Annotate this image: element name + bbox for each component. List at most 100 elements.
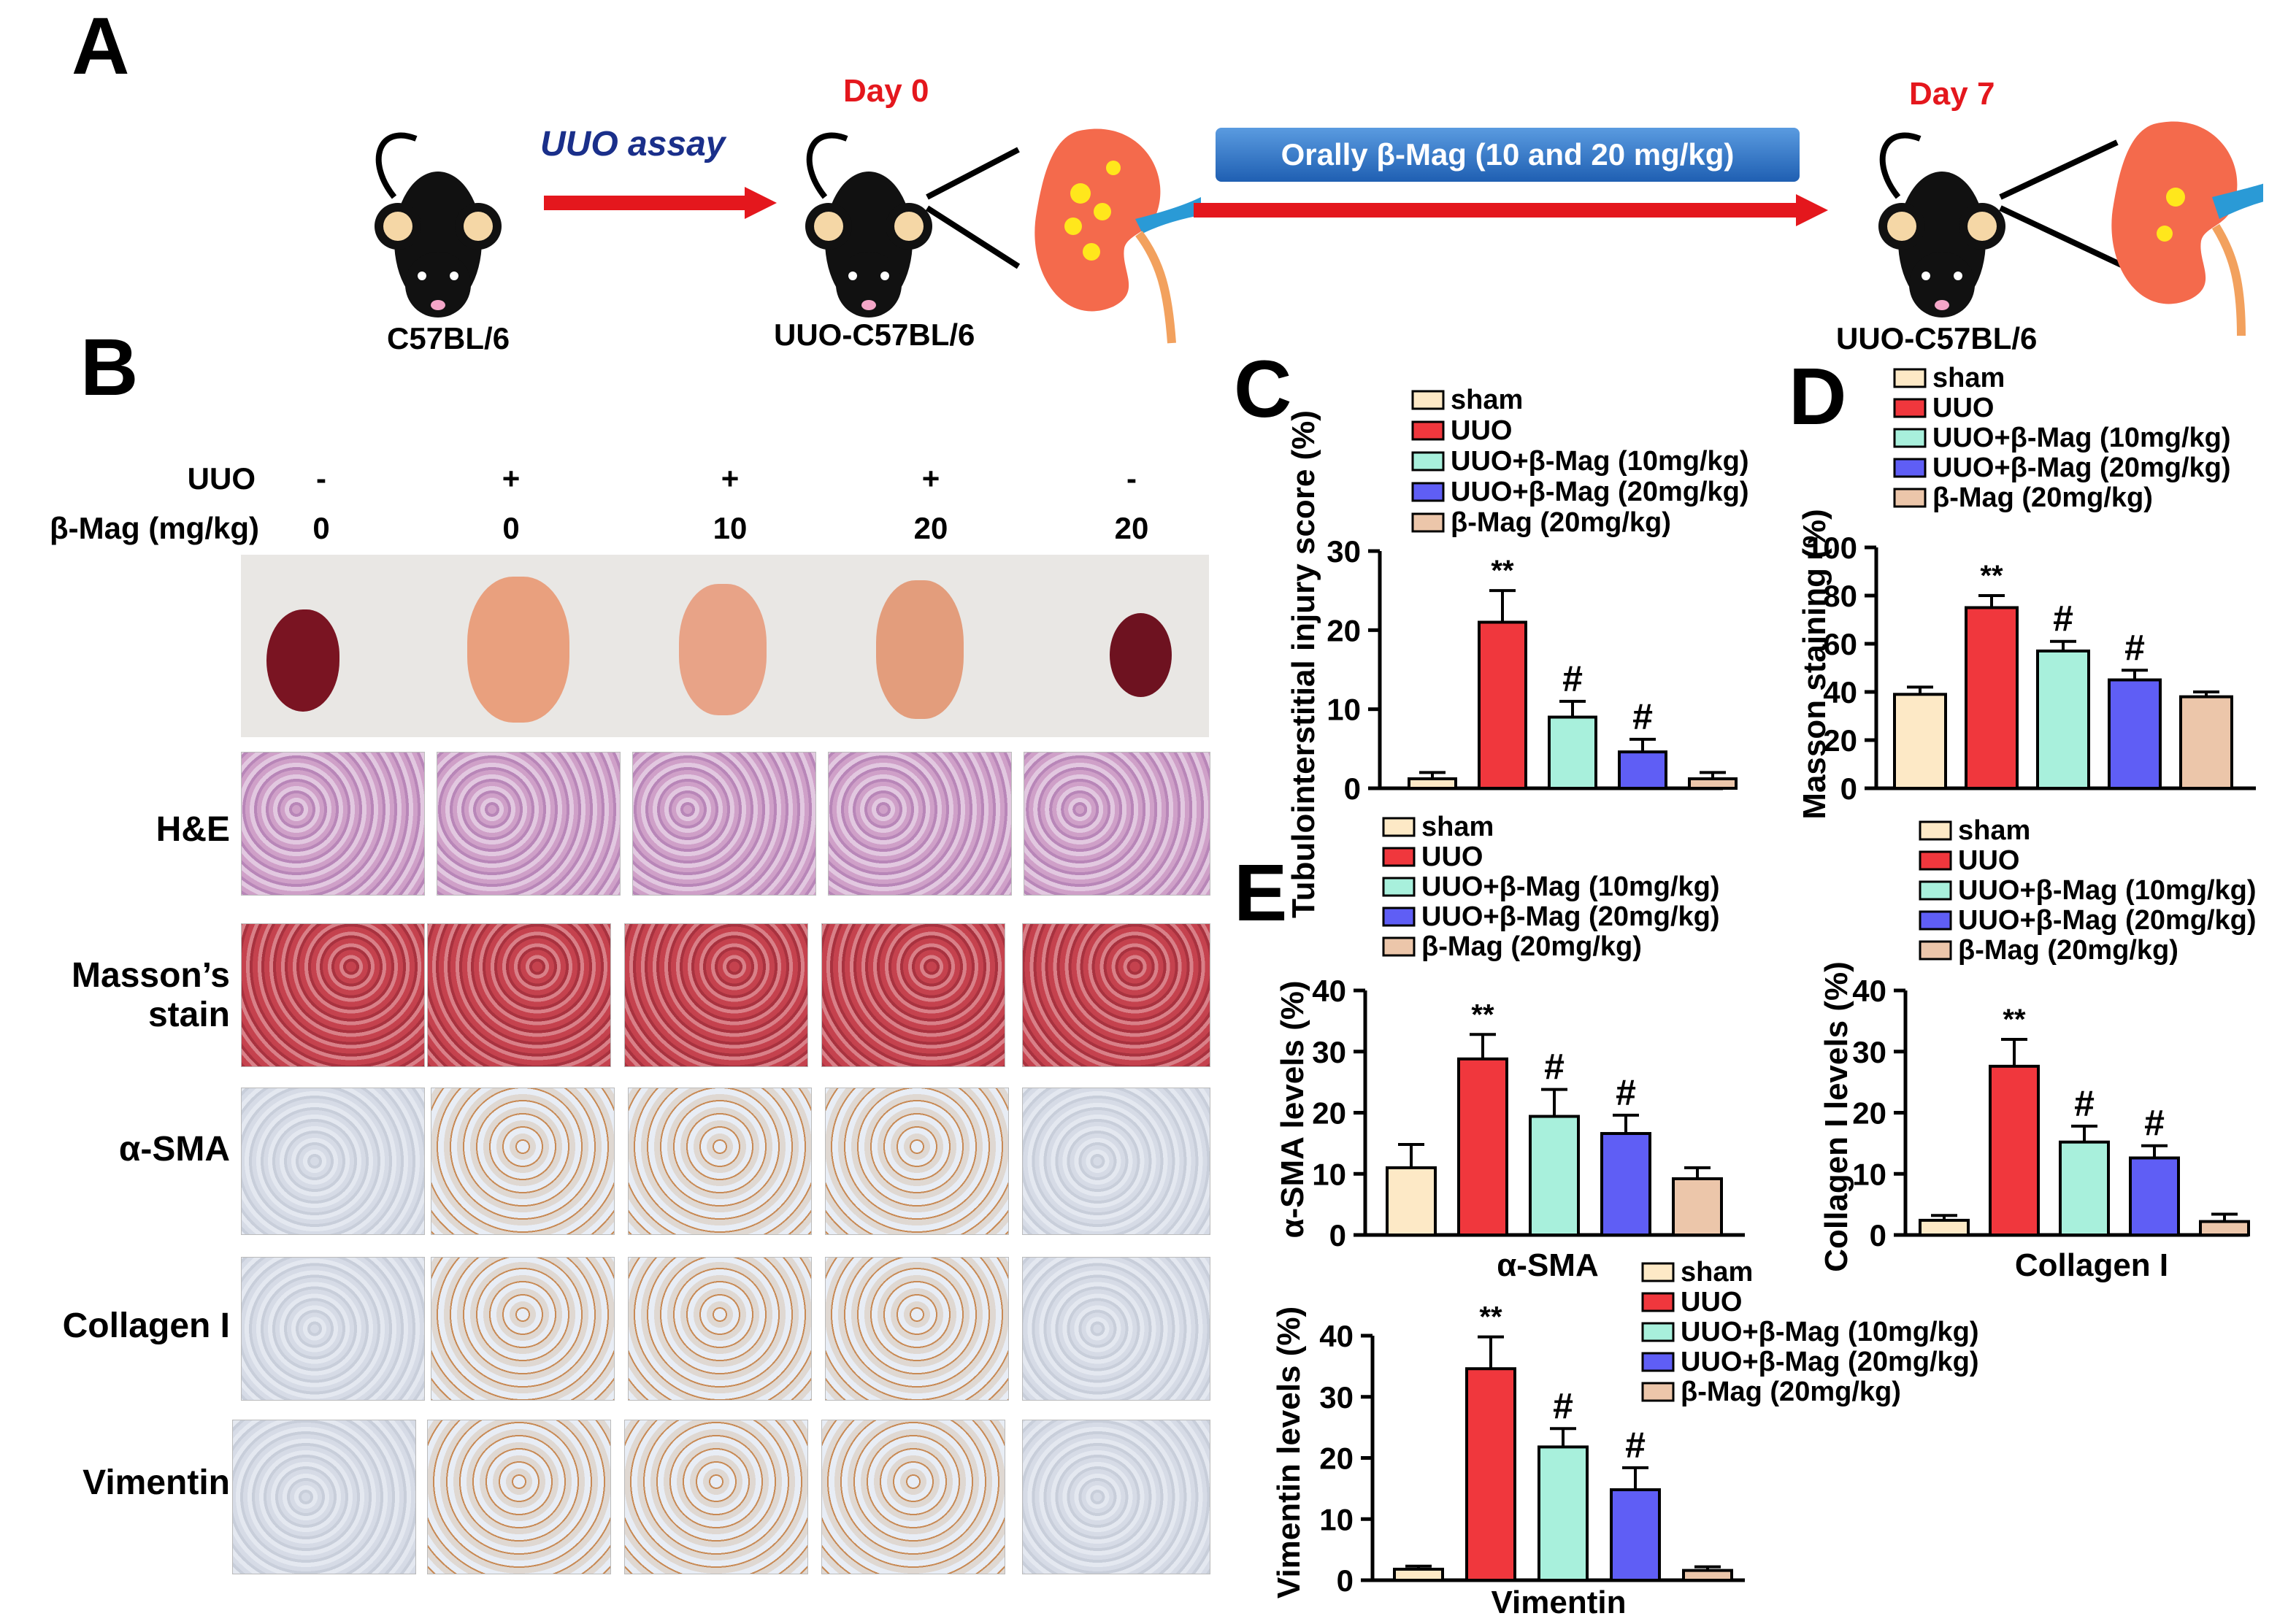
y-tick-label-C: 20 <box>1327 613 1361 647</box>
legend-label-E3: UUO+β-Mag (20mg/kg) <box>1681 1347 1979 1377</box>
panel-label-b: B <box>80 323 139 412</box>
uuo-value-4: + <box>921 461 940 496</box>
collagen-tile-5 <box>1022 1257 1210 1401</box>
row-label-vimentin: Vimentin <box>82 1463 230 1502</box>
kidney-photo-4 <box>876 580 964 719</box>
mouse1-label: C57BL/6 <box>387 321 510 355</box>
masson-tile-1 <box>241 923 425 1067</box>
legend-label-D: UUO <box>1932 393 1994 423</box>
uuo-value-3: + <box>721 461 740 496</box>
y-tick-label-D: 40 <box>1823 675 1857 709</box>
legend-swatch-E2 <box>1919 880 1952 901</box>
legend-swatch-E3 <box>1641 1262 1675 1282</box>
uuo-value-5: - <box>1126 461 1137 496</box>
legend-label-D: UUO+β-Mag (20mg/kg) <box>1932 453 2231 483</box>
bar-E3-uuo <box>1465 1367 1516 1582</box>
bar-E3-mag20 <box>1610 1488 1661 1582</box>
arrow-1-head <box>745 187 777 219</box>
kidney-2-icon <box>2111 121 2263 336</box>
mouse-1-icon <box>375 132 502 318</box>
kidney-photo-3 <box>679 584 767 715</box>
legend-label-E2: β-Mag (20mg/kg) <box>1958 935 2178 966</box>
significance-mark-E1: ** <box>1471 998 1494 1031</box>
significance-mark-C: # <box>1562 658 1583 699</box>
collagen-tile-4 <box>825 1257 1009 1401</box>
he-tile-1 <box>241 752 425 896</box>
row-label-masson: Masson’s stain <box>72 956 230 1034</box>
legend-swatch-E3 <box>1641 1352 1675 1372</box>
significance-mark-E2: # <box>2144 1103 2165 1144</box>
collagen-tile-2 <box>431 1257 615 1401</box>
bar-E1-sham <box>1386 1166 1437 1236</box>
significance-mark-E3: # <box>1553 1385 1573 1426</box>
uuo-row-label: UUO <box>187 461 256 496</box>
bar-E2-uuo <box>1989 1064 2040 1236</box>
legend-swatch-E1 <box>1382 847 1416 867</box>
bar-C-uuo <box>1478 620 1527 790</box>
dose-value-5: 20 <box>1114 511 1149 545</box>
y-tick-label-D: 20 <box>1823 723 1857 758</box>
vimentin-tile-4 <box>821 1420 1005 1574</box>
legend-label-E1: UUO <box>1421 842 1483 872</box>
uuo-value-1: - <box>316 461 326 496</box>
collagen-tile-1 <box>241 1257 425 1401</box>
legend-swatch-E3 <box>1641 1292 1675 1312</box>
bar-E3-magonly <box>1682 1569 1733 1582</box>
legend-swatch-D <box>1893 488 1927 508</box>
kidney-1-icon <box>1034 128 1201 344</box>
bar-E2-sham <box>1919 1218 1970 1237</box>
significance-mark-D: ** <box>1980 560 2003 592</box>
kidney-photo-5 <box>1110 613 1172 697</box>
vimentin-tile-5 <box>1022 1420 1210 1574</box>
bar-E1-uuo <box>1457 1057 1508 1237</box>
y-axis-label-E1: α-SMA levels (%) <box>1275 980 1310 1238</box>
uuo-value-2: + <box>502 461 521 496</box>
legend-swatch-E2 <box>1919 820 1952 841</box>
bar-D-mag20 <box>2108 678 2162 790</box>
x-axis-label-E2: Collagen I <box>2015 1247 2168 1283</box>
legend-swatch-E1 <box>1382 877 1416 897</box>
masson-tile-3 <box>624 923 808 1067</box>
day0-label: Day 0 <box>843 73 929 109</box>
x-axis-label-E1: α-SMA <box>1497 1247 1598 1283</box>
bar-E1-mag10 <box>1529 1115 1580 1237</box>
asma-tile-5 <box>1022 1088 1210 1235</box>
y-tick-label-E2: 20 <box>1852 1096 1886 1131</box>
legend-label-E2: UUO+β-Mag (10mg/kg) <box>1958 875 2257 906</box>
masson-tile-2 <box>427 923 611 1067</box>
legend-swatch-C <box>1411 451 1445 472</box>
legend-label-E3: sham <box>1681 1257 1753 1288</box>
bar-D-sham <box>1893 693 1947 790</box>
legend-label-D: UUO+β-Mag (10mg/kg) <box>1932 423 2231 453</box>
y-tick-label-E3: 0 <box>1337 1563 1354 1598</box>
he-tile-2 <box>437 752 621 896</box>
y-tick-label-E1: 0 <box>1329 1218 1346 1252</box>
masson-tile-4 <box>821 923 1005 1067</box>
uuo-assay-label: UUO assay <box>540 125 726 163</box>
mouse-3-icon <box>1878 132 2126 318</box>
vimentin-tile-1 <box>232 1420 416 1574</box>
x-axis-label-E3: Vimentin <box>1491 1585 1626 1620</box>
bar-D-uuo <box>1965 606 2019 790</box>
significance-mark-D: # <box>2053 599 2073 639</box>
y-tick-label-E2: 40 <box>1852 974 1886 1008</box>
significance-mark-E1: # <box>1544 1047 1565 1088</box>
significance-mark-C: ** <box>1491 555 1514 587</box>
row-label-collagen: Collagen I <box>62 1306 230 1345</box>
bar-E2-magonly <box>2199 1220 2250 1236</box>
dose-value-2: 0 <box>502 511 520 545</box>
legend-label-C: sham <box>1451 385 1523 415</box>
asma-tile-3 <box>628 1088 812 1235</box>
legend-swatch-C <box>1411 390 1445 410</box>
y-tick-label-E1: 10 <box>1312 1157 1346 1191</box>
y-tick-label-E3: 30 <box>1319 1380 1354 1415</box>
bar-E1-magonly <box>1672 1177 1723 1236</box>
legend-label-E3: β-Mag (20mg/kg) <box>1681 1377 1901 1407</box>
legend-swatch-E1 <box>1382 817 1416 837</box>
arrow-2 <box>1194 203 1800 218</box>
legend-label-C: β-Mag (20mg/kg) <box>1451 507 1671 538</box>
vimentin-tile-2 <box>427 1420 611 1574</box>
y-axis-label-C: Tubulointerstitial injury score (%) <box>1286 410 1321 918</box>
he-tile-3 <box>632 752 816 896</box>
